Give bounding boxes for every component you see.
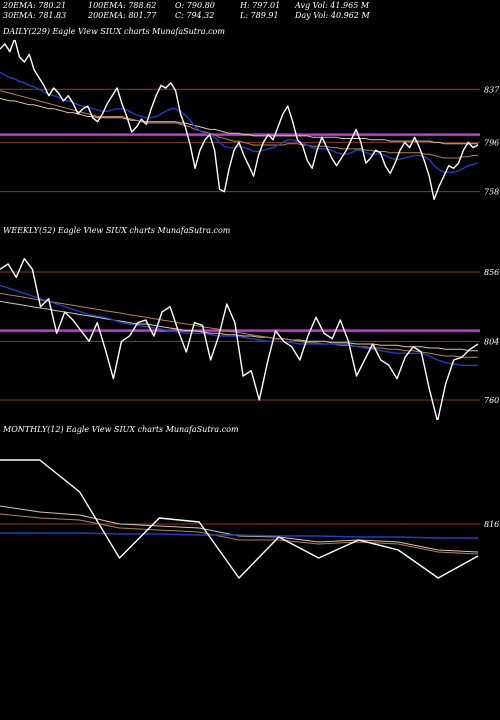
weekly-chart: 856 804 760 <box>0 258 499 420</box>
stat-close: C: 794.32 <box>175 11 215 20</box>
monthly-price-line <box>0 459 479 579</box>
stat-avg-vol: Avg Vol: 41.965 M <box>295 1 370 10</box>
stat-100ema: 100EMA: 788.62 <box>88 1 157 10</box>
weekly-panel-title: WEEKLY(52) Eagle View SIUX charts Munafa… <box>3 226 231 235</box>
daily-price-line <box>0 40 479 201</box>
weekly-y-tick-2: 760 <box>484 396 499 405</box>
weekly-price-line <box>0 258 479 420</box>
weekly-ema-long_2-line <box>0 300 478 352</box>
monthly-chart: 816 <box>0 459 499 579</box>
daily-chart: 837 796 758 <box>0 40 500 201</box>
stat-20ema: 20EMA: 780.21 <box>3 1 67 10</box>
stat-high: H: 797.01 <box>240 1 281 10</box>
weekly-ema-long_1-line <box>0 292 478 358</box>
monthly-y-tick-0: 816 <box>484 520 499 529</box>
daily-y-tick-0: 837 <box>484 85 500 94</box>
stat-open: O: 790.80 <box>175 1 215 10</box>
monthly-panel-title: MONTHLY(12) Eagle View SIUX charts Munaf… <box>3 425 239 434</box>
monthly-ema-long_1-line <box>0 513 479 555</box>
daily-ema-short-line <box>0 71 479 173</box>
monthly-ema-long_2-line <box>0 505 479 553</box>
monthly-ema-short-line <box>0 532 478 539</box>
daily-panel-title: DAILY(229) Eagle View SIUX charts Munafa… <box>3 27 225 36</box>
daily-y-tick-2: 758 <box>484 188 499 197</box>
stat-low: L: 789.91 <box>240 11 279 20</box>
stat-day-vol: Day Vol: 40.962 M <box>295 11 370 20</box>
weekly-y-tick-1: 804 <box>484 337 499 346</box>
weekly-y-tick-0: 856 <box>484 268 499 277</box>
daily-ema-long_2-line <box>0 97 478 145</box>
daily-y-tick-1: 796 <box>484 138 499 147</box>
stat-30ema: 30EMA: 781.83 <box>3 11 67 20</box>
stat-200ema: 200EMA: 801.77 <box>88 11 157 20</box>
weekly-ema-short-line <box>0 284 478 367</box>
